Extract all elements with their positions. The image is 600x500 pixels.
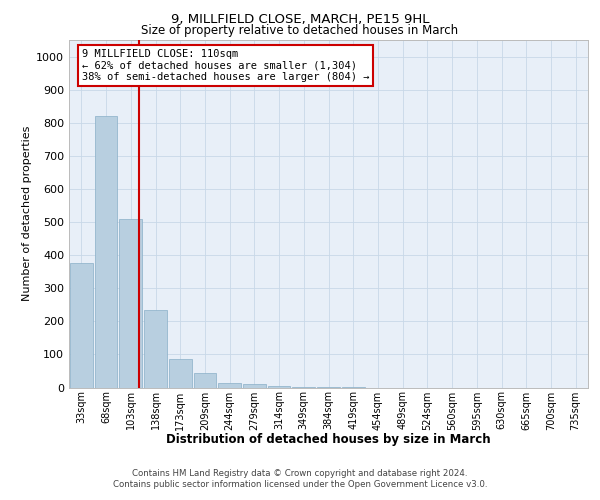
- Bar: [194, 372, 216, 388]
- Text: 9 MILLFIELD CLOSE: 110sqm
← 62% of detached houses are smaller (1,304)
38% of se: 9 MILLFIELD CLOSE: 110sqm ← 62% of detac…: [82, 48, 370, 82]
- Bar: [70, 264, 93, 388]
- Bar: [292, 386, 315, 388]
- Bar: [218, 382, 241, 388]
- Bar: [95, 116, 118, 388]
- Bar: [144, 310, 167, 388]
- Bar: [119, 218, 142, 388]
- Y-axis label: Number of detached properties: Number of detached properties: [22, 126, 32, 302]
- Bar: [317, 387, 340, 388]
- Bar: [243, 384, 266, 388]
- Text: Size of property relative to detached houses in March: Size of property relative to detached ho…: [142, 24, 458, 37]
- Bar: [268, 386, 290, 388]
- Text: Contains public sector information licensed under the Open Government Licence v3: Contains public sector information licen…: [113, 480, 487, 489]
- Text: 9, MILLFIELD CLOSE, MARCH, PE15 9HL: 9, MILLFIELD CLOSE, MARCH, PE15 9HL: [171, 12, 429, 26]
- Bar: [169, 360, 191, 388]
- Text: Distribution of detached houses by size in March: Distribution of detached houses by size …: [166, 432, 491, 446]
- Text: Contains HM Land Registry data © Crown copyright and database right 2024.: Contains HM Land Registry data © Crown c…: [132, 469, 468, 478]
